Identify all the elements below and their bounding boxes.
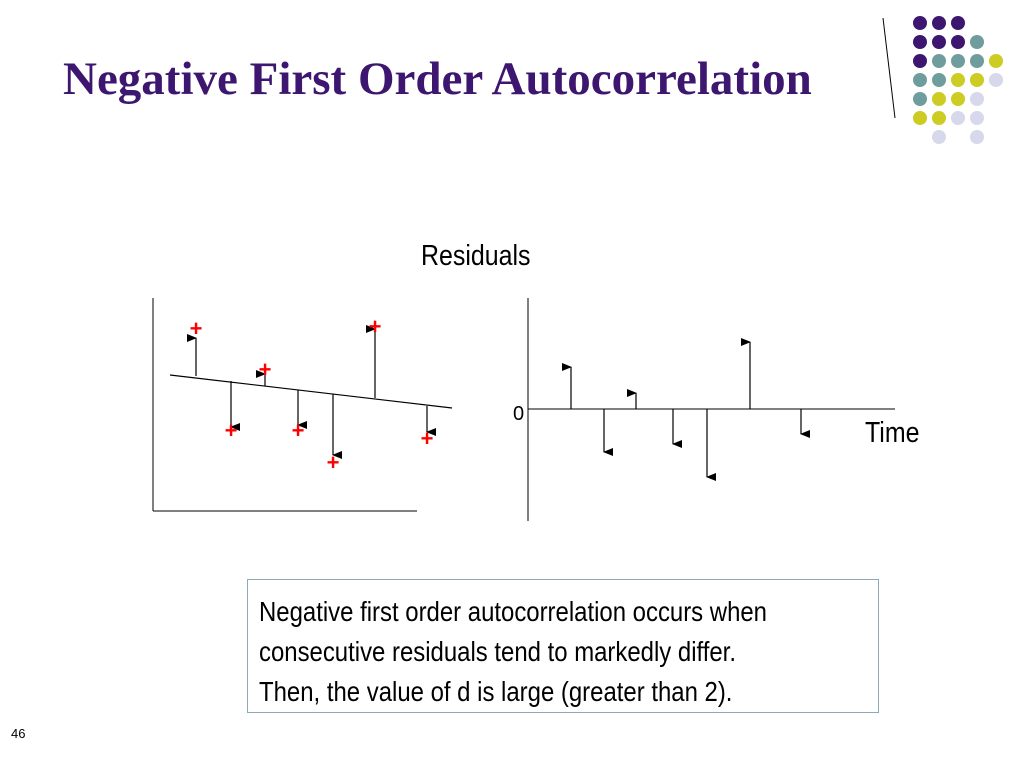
decorative-dot bbox=[989, 73, 1003, 87]
decorative-dot bbox=[913, 54, 927, 68]
slide-number: 46 bbox=[11, 726, 26, 741]
time-residual-arrows bbox=[562, 338, 810, 481]
decorative-dot bbox=[932, 130, 946, 144]
regression-plot bbox=[152, 298, 453, 512]
decorative-dot bbox=[951, 16, 965, 30]
explanation-line-1: Negative first order autocorrelation occ… bbox=[259, 596, 767, 627]
time-axis-label: Time bbox=[865, 417, 920, 449]
data-point-plus: + bbox=[190, 316, 203, 341]
decorative-dot bbox=[951, 73, 965, 87]
decorative-dot bbox=[913, 35, 927, 49]
decorative-dot bbox=[951, 92, 965, 106]
decorative-dot bbox=[932, 73, 946, 87]
data-point-plus: + bbox=[369, 314, 382, 339]
decorative-dot bbox=[932, 92, 946, 106]
decorative-dot bbox=[932, 16, 946, 30]
decorative-dot bbox=[913, 111, 927, 125]
decorative-dot bbox=[951, 54, 965, 68]
decorative-dot bbox=[932, 111, 946, 125]
explanation-text: Negative first order autocorrelation occ… bbox=[259, 592, 868, 712]
data-point-plus: + bbox=[421, 426, 434, 451]
data-point-plus: + bbox=[292, 418, 305, 443]
data-point-plus: + bbox=[327, 450, 340, 475]
explanation-line-3: Then, the value of d is large (greater t… bbox=[259, 676, 733, 707]
decorative-dot bbox=[970, 54, 984, 68]
decorative-dot bbox=[970, 111, 984, 125]
decorative-dot bbox=[913, 73, 927, 87]
decorative-dot bbox=[913, 92, 927, 106]
residuals-time-plot bbox=[527, 298, 895, 521]
decorative-dot bbox=[989, 54, 1003, 68]
decorative-dot bbox=[970, 130, 984, 144]
decorative-dot bbox=[970, 92, 984, 106]
residuals-label: Residuals bbox=[421, 240, 531, 272]
decorative-dot bbox=[932, 54, 946, 68]
decorative-dot bbox=[951, 111, 965, 125]
explanation-line-2: consecutive residuals tend to markedly d… bbox=[259, 636, 736, 667]
decorative-dot bbox=[913, 16, 927, 30]
data-point-plus: + bbox=[225, 418, 238, 443]
decorative-dot bbox=[951, 35, 965, 49]
decorative-dot bbox=[932, 35, 946, 49]
slide-title: Negative First Order Autocorrelation bbox=[63, 53, 812, 105]
decorative-dot bbox=[970, 35, 984, 49]
zero-axis-label: 0 bbox=[513, 403, 525, 425]
explanation-box: Negative first order autocorrelation occ… bbox=[247, 579, 879, 713]
regression-line bbox=[169, 374, 453, 409]
regression-residual-arrows: + + + + + + + bbox=[187, 314, 436, 475]
data-point-plus: + bbox=[259, 357, 272, 382]
decorative-dot bbox=[970, 73, 984, 87]
